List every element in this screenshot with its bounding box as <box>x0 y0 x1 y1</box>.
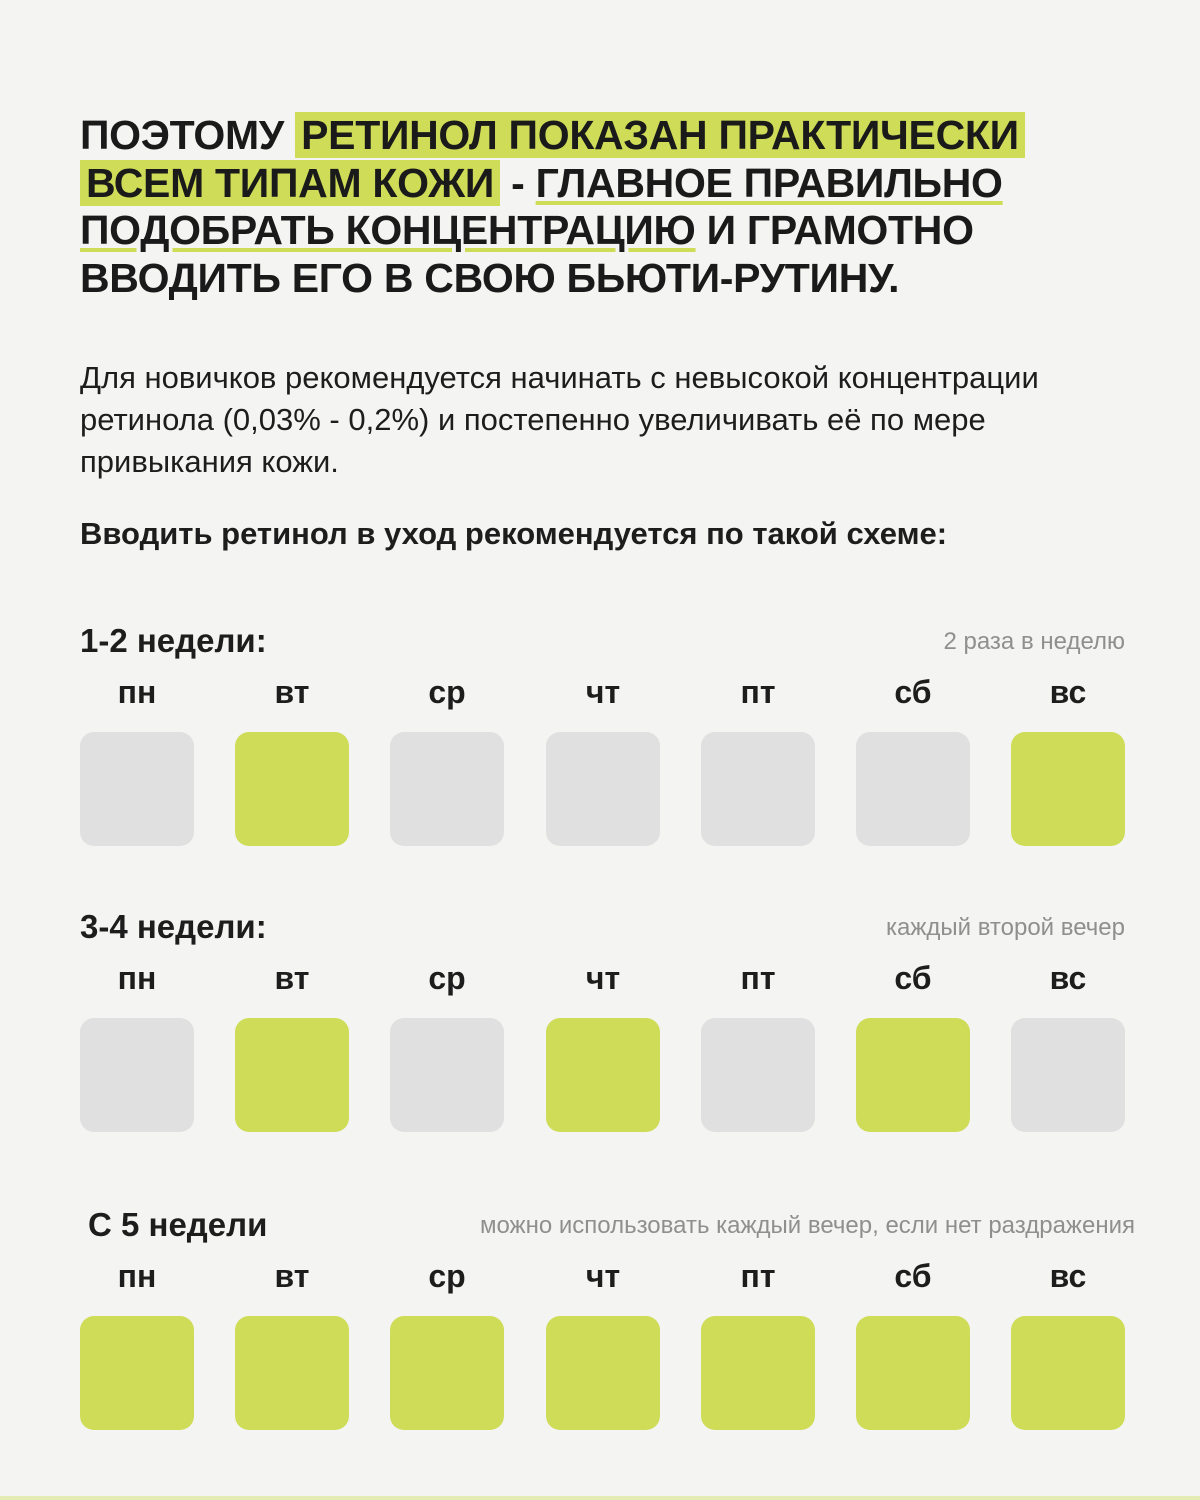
day-name: пт <box>740 674 776 710</box>
day-name: сб <box>894 960 932 996</box>
day-2: ср <box>390 1256 504 1430</box>
day-name: сб <box>894 674 932 710</box>
day-box-inactive <box>390 732 504 846</box>
day-box-active <box>235 1018 349 1132</box>
day-3: чт <box>546 958 660 1132</box>
day-5: сб <box>856 1256 970 1430</box>
day-1: вт <box>235 672 349 846</box>
day-box-inactive <box>80 1018 194 1132</box>
day-4: пт <box>701 672 815 846</box>
day-name: чт <box>585 674 621 710</box>
day-4: пт <box>701 958 815 1132</box>
day-name: вс <box>1049 960 1087 996</box>
day-6: вс <box>1011 672 1125 846</box>
day-box-inactive <box>856 732 970 846</box>
day-5: сб <box>856 672 970 846</box>
day-box-inactive <box>701 732 815 846</box>
day-0: пн <box>80 672 194 846</box>
day-box-inactive <box>1011 1018 1125 1132</box>
day-box-inactive <box>390 1018 504 1132</box>
day-name: вт <box>274 1258 310 1294</box>
day-name: ср <box>428 674 466 710</box>
day-box-active <box>1011 1316 1125 1430</box>
day-2: ср <box>390 672 504 846</box>
day-name: чт <box>585 1258 621 1294</box>
intro-paragraph: Для новичков рекомендуется начинать с не… <box>80 360 1039 479</box>
day-box-active <box>1011 732 1125 846</box>
day-name: ср <box>428 1258 466 1294</box>
week-label: 1-2 недели: <box>80 622 267 659</box>
day-name: вт <box>274 960 310 996</box>
day-1: вт <box>235 1256 349 1430</box>
scheme-title: Вводить ретинол в уход рекомендуется по … <box>80 516 948 551</box>
day-name: вс <box>1049 1258 1087 1294</box>
day-5: сб <box>856 958 970 1132</box>
day-box-active <box>390 1316 504 1430</box>
day-name: пн <box>117 1258 157 1294</box>
day-box-active <box>546 1316 660 1430</box>
headline-part-5: И ГРАМОТНО ВВОДИТЬ ЕГО В СВОЮ БЬЮТИ-РУТИ… <box>80 207 974 301</box>
day-4: пт <box>701 1256 815 1430</box>
days-row: пн вт ср чт пт сб вс <box>80 958 1125 1148</box>
day-6: вс <box>1011 1256 1125 1430</box>
week-block-1: 1-2 недели: 2 раза в неделю пн вт ср чт пт сб… <box>80 622 1125 862</box>
week-note: можно использовать каждый вечер, если не… <box>479 1212 1135 1239</box>
day-6: вс <box>1011 958 1125 1132</box>
week-header: 3-4 недели: каждый второй вечер <box>80 908 1125 958</box>
day-0: пн <box>80 958 194 1132</box>
day-3: чт <box>546 1256 660 1430</box>
day-name: чт <box>585 960 621 996</box>
day-box-inactive <box>80 732 194 846</box>
day-name: пт <box>740 960 776 996</box>
week-block-2: 3-4 недели: каждый второй вечер пн вт ср чт… <box>80 908 1125 1148</box>
bottom-divider <box>0 1496 1200 1500</box>
week-label: 3-4 недели: <box>80 908 267 945</box>
day-0: пн <box>80 1256 194 1430</box>
day-name: вт <box>274 674 310 710</box>
day-name: ср <box>428 960 466 996</box>
day-box-inactive <box>546 732 660 846</box>
day-box-active <box>235 732 349 846</box>
days-row: пн вт ср чт пт сб вс <box>80 672 1125 862</box>
week-block-3: С 5 недели можно использовать каждый веч… <box>80 1206 1135 1446</box>
day-name: вс <box>1049 674 1087 710</box>
week-header: С 5 недели можно использовать каждый веч… <box>80 1206 1135 1256</box>
day-box-inactive <box>701 1018 815 1132</box>
headline-part-1: ПОЭТОМУ <box>80 112 285 158</box>
day-name: сб <box>894 1258 932 1294</box>
week-header: 1-2 недели: 2 раза в неделю <box>80 622 1125 672</box>
headline-underlined: ГЛАВНОЕ ПРАВИЛЬНО ПОДОБРАТЬ КОНЦЕНТРАЦИЮ <box>80 159 1003 254</box>
day-box-active <box>856 1018 970 1132</box>
day-name: пн <box>117 960 157 996</box>
day-3: чт <box>546 672 660 846</box>
day-box-active <box>856 1316 970 1430</box>
day-box-active <box>701 1316 815 1430</box>
day-box-active <box>80 1316 194 1430</box>
day-name: пт <box>740 1258 776 1294</box>
day-box-active <box>546 1018 660 1132</box>
day-name: пн <box>117 674 157 710</box>
day-box-active <box>235 1316 349 1430</box>
week-note: каждый второй вечер <box>885 914 1125 941</box>
week-note: 2 раза в неделю <box>943 628 1125 655</box>
headline-dash: - <box>500 159 536 206</box>
days-row: пн вт ср чт пт сб вс <box>80 1256 1125 1446</box>
headline: ПОЭТОМУ РЕТИНОЛ ПОКАЗАН ПРАКТИЧЕСКИ ВСЕМ… <box>80 112 1140 302</box>
week-label: С 5 недели <box>88 1206 268 1243</box>
day-1: вт <box>235 958 349 1132</box>
day-2: ср <box>390 958 504 1132</box>
